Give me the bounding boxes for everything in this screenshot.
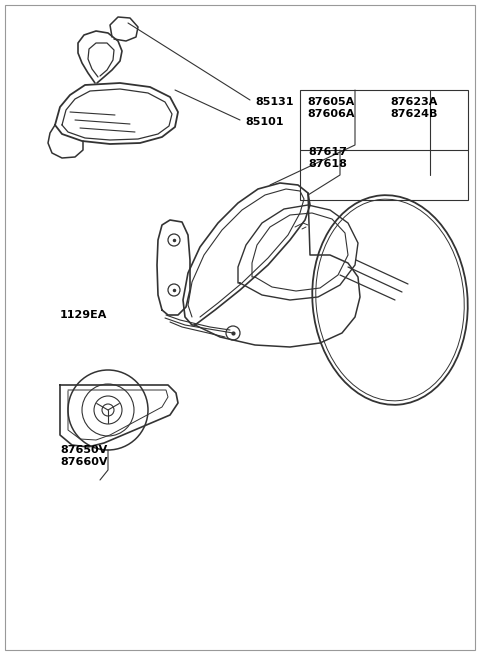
- Text: 87660V: 87660V: [60, 457, 108, 467]
- Text: 87617: 87617: [308, 147, 347, 157]
- Text: 87624B: 87624B: [390, 109, 437, 119]
- Text: 1129EA: 1129EA: [60, 310, 108, 320]
- Text: 87605A: 87605A: [307, 97, 354, 107]
- Text: 87618: 87618: [308, 159, 347, 169]
- Text: 87606A: 87606A: [307, 109, 355, 119]
- Text: 85101: 85101: [245, 117, 284, 127]
- Text: 87650V: 87650V: [60, 445, 107, 455]
- Text: 85131: 85131: [255, 97, 293, 107]
- Text: 87623A: 87623A: [390, 97, 437, 107]
